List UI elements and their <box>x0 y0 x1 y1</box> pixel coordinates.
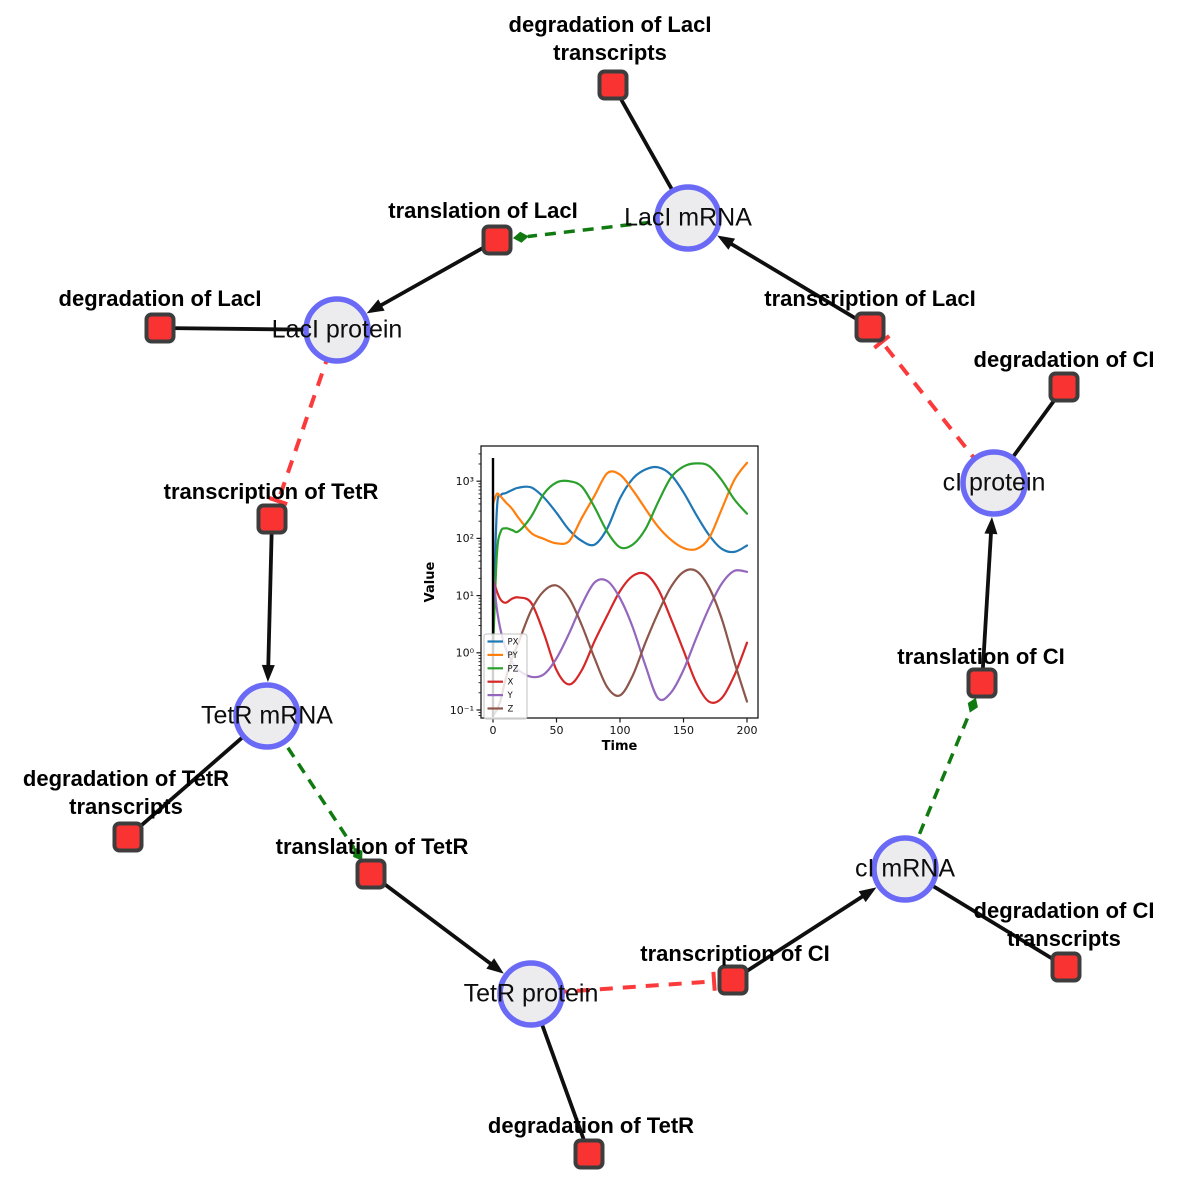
x-tick-label: 200 <box>737 724 758 737</box>
reaction-label-line: translation of TetR <box>275 834 469 859</box>
reaction-node-transl-lacI[interactable] <box>481 224 513 256</box>
reaction-node-deg-cI[interactable] <box>1048 371 1080 403</box>
species-label-cI-protein: cI protein <box>942 468 1046 497</box>
reaction-label-transl-cI: translation of CI <box>897 643 1064 671</box>
legend: PX PY PZ XYZ <box>483 633 528 720</box>
edge-tetR-mrna-transl-tetR-diamond <box>353 847 363 861</box>
reaction-label-line: transcription of CI <box>640 941 830 966</box>
y-tick-label: 10¹ <box>456 589 474 602</box>
y-tick-label: 10⁰ <box>456 647 475 660</box>
reaction-label-txn-cI: transcription of CI <box>640 940 829 968</box>
reaction-label-line: degradation of CI <box>973 347 1155 372</box>
reaction-node-transl-cI[interactable] <box>966 667 998 699</box>
edge-transl-lacI-lacI-protein-arrowhead <box>366 299 385 314</box>
edge-cI-mrna-transl-cI-diamond <box>967 697 978 713</box>
reaction-label-deg-tetR: degradation of TetR <box>488 1112 694 1140</box>
reaction-label-line: degradation of TetR <box>22 766 230 791</box>
reaction-label-line: transcripts <box>69 794 183 819</box>
edge-transl-cI-cI-protein <box>980 526 994 684</box>
reaction-label-line: transcripts <box>1007 926 1121 951</box>
species-node-tetR-protein[interactable] <box>497 960 565 1028</box>
reaction-label-line: transcription of TetR <box>163 479 379 504</box>
reaction-label-line: translation of LacI <box>388 198 578 223</box>
x-tick-label: 100 <box>610 724 631 737</box>
species-node-lacI-protein[interactable] <box>303 296 371 364</box>
reaction-label-deg-tetR-tx: degradation of TetR transcripts <box>23 765 229 821</box>
series-X-curve <box>491 571 749 704</box>
reaction-label-line: degradation of LacI <box>58 286 262 311</box>
x-axis-label: Time <box>602 739 638 754</box>
edge-tetR-protein-txn-cI-tbar <box>711 971 717 991</box>
reaction-label-line: degradation of TetR <box>487 1113 695 1138</box>
edge-transl-cI-cI-protein-arrowhead <box>984 516 998 535</box>
reaction-label-transl-lacI: translation of LacI <box>388 197 577 225</box>
species-node-cI-protein[interactable] <box>960 449 1028 517</box>
reaction-node-deg-lacI[interactable] <box>144 312 176 344</box>
legend-label-PX: PX <box>508 638 519 648</box>
legend-label-Y: Y <box>507 691 514 701</box>
edge-txn-cI-cI-mrna <box>731 891 870 982</box>
reaction-label-txn-lacI: transcription of LacI <box>764 285 975 313</box>
species-node-lacI-mrna[interactable] <box>654 184 722 252</box>
x-tick-label: 50 <box>550 724 564 737</box>
species-label-cI-mrna: cI mRNA <box>855 854 955 883</box>
y-tick-label: 10² <box>456 532 474 545</box>
reaction-label-txn-tetR: transcription of TetR <box>164 478 379 506</box>
edge-txn-tetR-tetR-mrna-arrowhead <box>261 664 275 683</box>
reaction-node-txn-tetR[interactable] <box>256 503 288 535</box>
species-label-tetR-mrna: TetR mRNA <box>201 701 333 730</box>
legend-box <box>483 633 528 720</box>
edge-txn-lacI-lacI-mrna-arrowhead <box>717 235 736 250</box>
reaction-label-line: transcripts <box>553 40 667 65</box>
x-tick-label: 0 <box>490 724 497 737</box>
edge-txn-lacI-lacI-mrna <box>724 238 871 329</box>
edge-lacI-protein-txn-tetR-tbar <box>268 496 288 507</box>
species-label-lacI-protein: LacI protein <box>271 315 403 344</box>
legend-label-Z: Z <box>508 705 514 715</box>
reaction-node-deg-cI-tx[interactable] <box>1050 951 1082 983</box>
edge-transl-lacI-lacI-protein <box>374 238 498 311</box>
species-label-lacI-mrna: LacI mRNA <box>624 203 752 232</box>
reaction-label-transl-tetR: translation of TetR <box>276 833 469 861</box>
reaction-label-deg-cI-tx: degradation of CI transcripts <box>974 897 1155 953</box>
y-axis-label: Value <box>423 561 438 602</box>
reaction-label-deg-lacI-tx: degradation of LacI transcripts <box>509 11 712 67</box>
species-label-tetR-protein: TetR protein <box>463 979 599 1008</box>
y-tick-label: 10³ <box>456 475 474 488</box>
reaction-label-line: degradation of CI <box>973 898 1155 923</box>
reaction-node-txn-lacI[interactable] <box>854 311 886 343</box>
reaction-label-line: degradation of LacI <box>508 12 712 37</box>
reaction-label-line: translation of CI <box>897 644 1065 669</box>
legend-label-X: X <box>508 678 514 688</box>
edge-txn-tetR-tetR-mrna <box>266 518 274 673</box>
reaction-label-deg-cI: degradation of CI <box>974 346 1155 374</box>
edge-lacI-mrna-transl-lacI-diamond <box>512 231 529 243</box>
reaction-label-deg-lacI: degradation of LacI <box>59 285 262 313</box>
edge-cI-protein-txn-lacI-tbar <box>873 334 891 350</box>
legend-label-PY: PY <box>508 651 519 661</box>
species-node-cI-mrna[interactable] <box>871 835 939 903</box>
reaction-node-txn-cI[interactable] <box>717 964 749 996</box>
reaction-node-transl-tetR[interactable] <box>355 858 387 890</box>
series-PZ-curve <box>491 462 749 654</box>
reaction-node-deg-lacI-tx[interactable] <box>597 69 629 101</box>
y-tick-label: 10⁻¹ <box>450 704 474 717</box>
reaction-node-deg-tetR-tx[interactable] <box>112 821 144 853</box>
series-PX-curve <box>491 465 749 637</box>
edge-transl-tetR-tetR-protein <box>369 872 497 970</box>
legend-label-PZ: PZ <box>508 664 519 674</box>
x-tick-label: 150 <box>673 724 694 737</box>
reaction-label-line: transcription of LacI <box>764 286 976 311</box>
species-node-tetR-mrna[interactable] <box>233 682 301 750</box>
series-PY-curve <box>491 461 749 551</box>
edge-transl-tetR-tetR-protein-arrowhead <box>486 958 504 974</box>
reaction-node-deg-tetR[interactable] <box>573 1138 605 1170</box>
edge-txn-cI-cI-mrna-arrowhead <box>858 887 877 903</box>
